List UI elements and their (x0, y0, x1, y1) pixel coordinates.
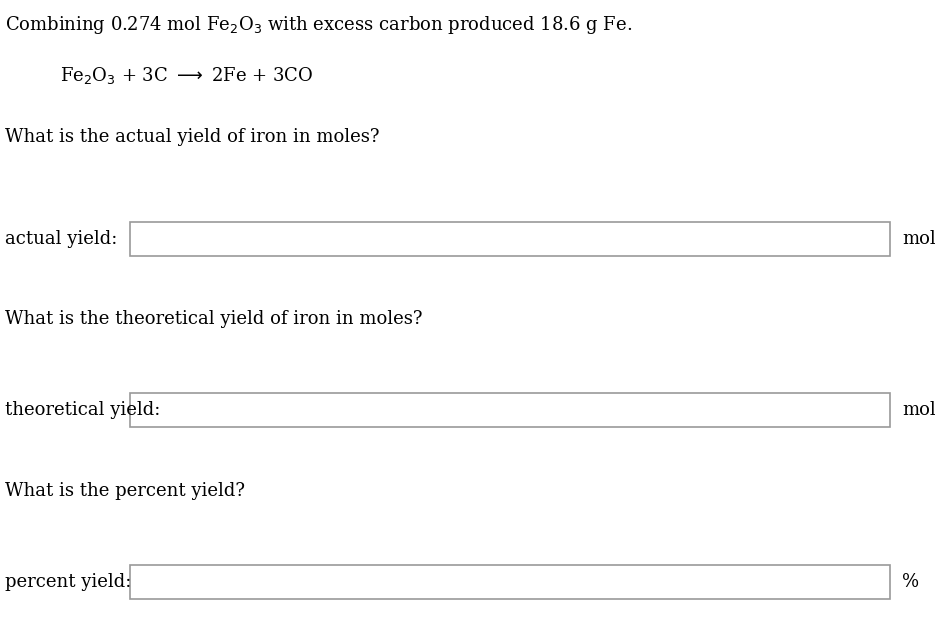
Text: actual yield:: actual yield: (5, 230, 118, 248)
Text: What is the actual yield of iron in moles?: What is the actual yield of iron in mole… (5, 128, 380, 146)
Text: Fe$_2$O$_3$ + 3C $\longrightarrow$ 2Fe + 3CO: Fe$_2$O$_3$ + 3C $\longrightarrow$ 2Fe +… (60, 65, 313, 86)
Bar (130, 222, 890, 256)
Text: What is the percent yield?: What is the percent yield? (5, 482, 245, 500)
Text: %: % (902, 573, 919, 591)
Text: mol: mol (902, 230, 935, 248)
Text: mol: mol (902, 401, 935, 419)
Text: percent yield:: percent yield: (5, 573, 132, 591)
Text: theoretical yield:: theoretical yield: (5, 401, 161, 419)
Text: Combining 0.274 mol Fe$_2$O$_3$ with excess carbon produced 18.6 g Fe.: Combining 0.274 mol Fe$_2$O$_3$ with exc… (5, 14, 632, 36)
Text: What is the theoretical yield of iron in moles?: What is the theoretical yield of iron in… (5, 310, 423, 328)
Bar (130, 393, 890, 427)
Bar (130, 565, 890, 599)
